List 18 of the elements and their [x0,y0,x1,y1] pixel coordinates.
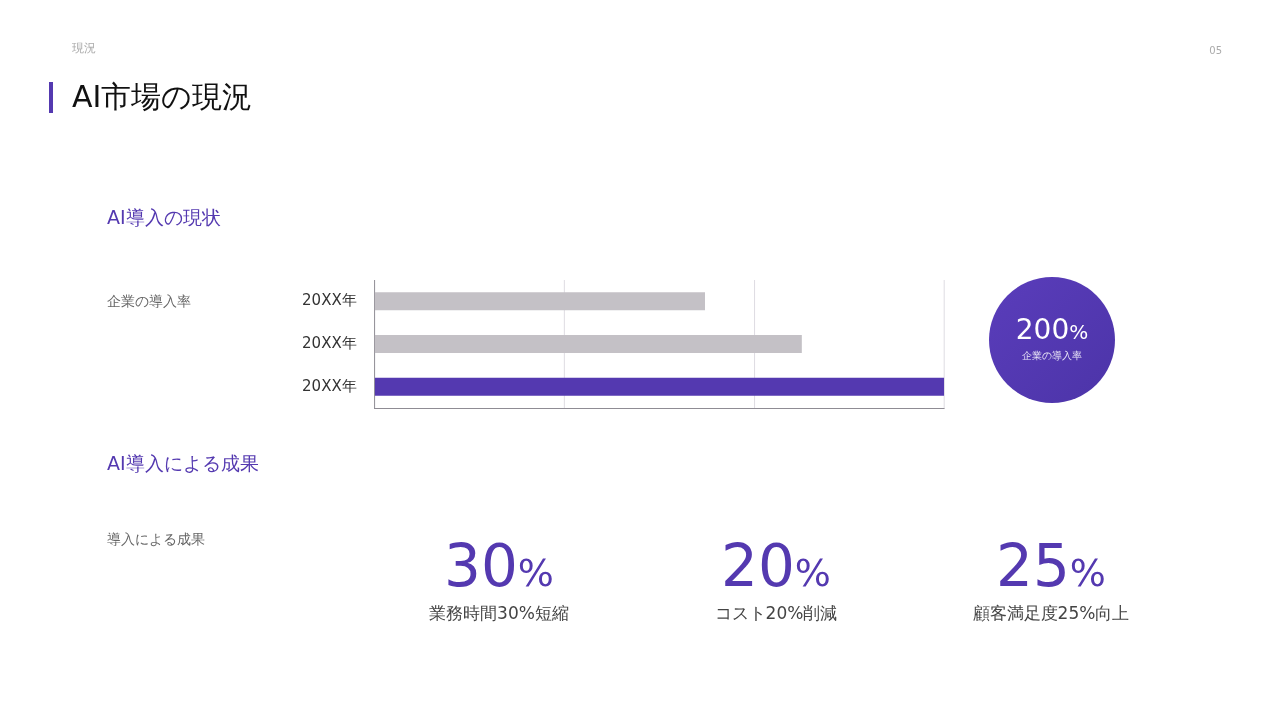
y-tick-label: 20XX年 [302,376,358,395]
text: 顧客満足度25%向上 [971,603,1131,623]
text: 企業の導入率 [1021,350,1083,361]
text: 30% [444,532,554,600]
chart-title: AI市場の現況 [72,79,253,114]
text: 現況 [72,41,96,55]
text: 20% [721,532,831,600]
text: 業務時間30%短縮 [428,603,570,623]
text: AI導入の現状 [107,206,221,228]
text: 導入による成果 [107,531,205,547]
y-tick-label: 20XX年 [302,333,358,352]
y-tick-label: 20XX年 [302,291,358,310]
text: 05 [1209,45,1222,56]
text: 200% [1015,313,1089,346]
y-axis-title: 企業の導入率 [107,293,191,309]
text: AI導入による成果 [107,452,259,474]
text: 25% [996,532,1106,600]
text: コスト20%削減 [713,603,839,623]
